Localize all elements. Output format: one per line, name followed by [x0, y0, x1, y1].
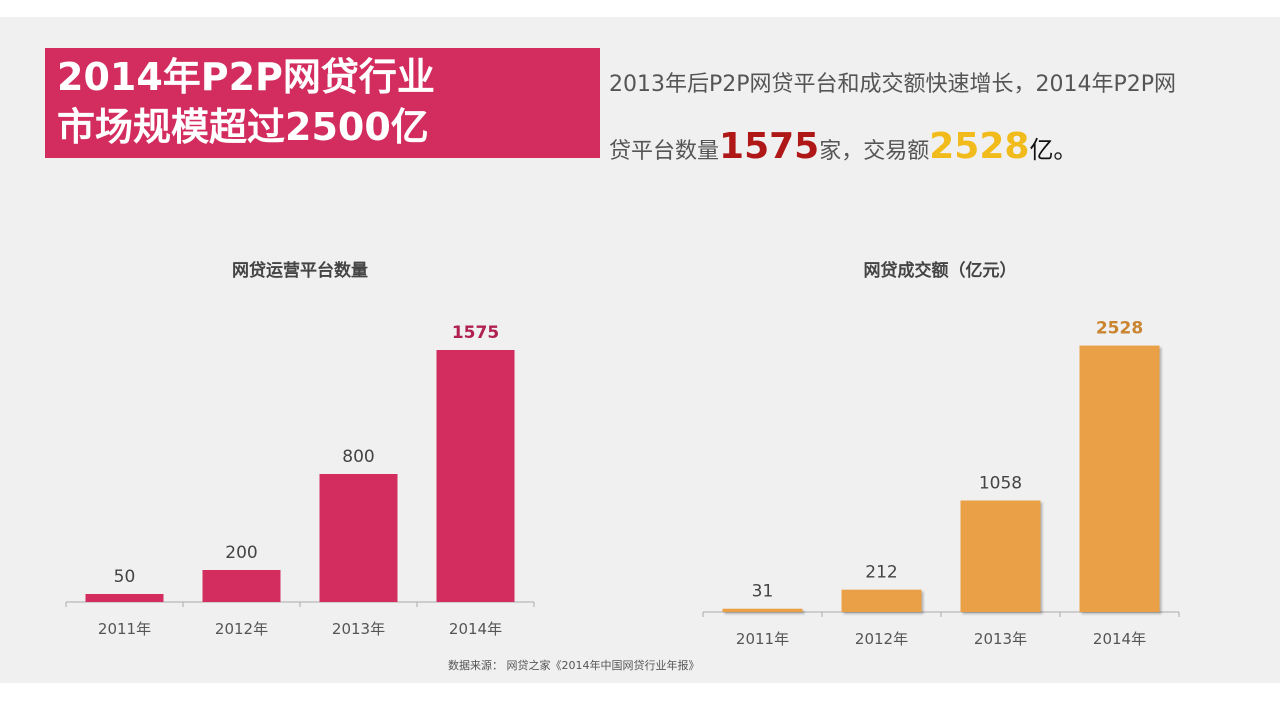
- category-tick-label: 2014年: [449, 620, 502, 638]
- chart-platform-count: 50 2011年 200 2012年 800 2013年 1575 2014年: [65, 323, 535, 638]
- category-tick-label: 2012年: [215, 620, 268, 638]
- category-tick-label: 2012年: [855, 630, 908, 648]
- summary-text: 2013年后P2P网贷平台和成交额快速增长，2014年P2P网 贷平台数量157…: [609, 54, 1259, 183]
- bar-2014年: [436, 350, 515, 602]
- category-tick-label: 2011年: [736, 630, 789, 648]
- value-label: 1575: [452, 323, 499, 343]
- chart-2-title: 网贷成交额（亿元）: [863, 261, 1017, 281]
- summary-prefix: 贷平台数量: [609, 139, 720, 164]
- category-tick-label: 2011年: [98, 620, 151, 638]
- category-tick-label: 2013年: [974, 630, 1027, 648]
- value-label: 2528: [1096, 319, 1143, 339]
- summary-line-1: 2013年后P2P网贷平台和成交额快速增长，2014年P2P网: [609, 72, 1177, 97]
- platform-count-highlight: 1575: [719, 126, 820, 167]
- category-tick-label: 2014年: [1093, 630, 1146, 648]
- chart-1-title: 网贷运营平台数量: [232, 261, 368, 281]
- category-tick-label: 2013年: [332, 620, 385, 638]
- bar-2013年: [960, 500, 1041, 612]
- summary-suffix: 亿。: [1029, 136, 1078, 164]
- bar-2013年: [319, 474, 398, 602]
- chart-transaction-volume: 31 2011年 212 2012年 1058 2013年 2528 2014年: [702, 319, 1180, 648]
- value-label: 50: [114, 567, 136, 587]
- bar-2012年: [841, 589, 922, 612]
- value-label: 1058: [979, 474, 1022, 494]
- bar-2014年: [1079, 345, 1160, 612]
- bar-2011年: [722, 608, 803, 612]
- value-label: 31: [752, 582, 774, 602]
- value-label: 200: [225, 543, 257, 563]
- value-label: 800: [342, 447, 374, 467]
- title-banner: 2014年P2P网贷行业 市场规模超过2500亿: [45, 48, 600, 158]
- title-line-1: 2014年P2P网贷行业: [57, 55, 435, 99]
- summary-line-2: 贷平台数量1575家，交易额2528亿。: [609, 126, 1078, 167]
- bar-2012年: [202, 570, 281, 602]
- value-label: 212: [865, 563, 897, 583]
- data-source-note: 数据来源： 网贷之家《2014年中国网贷行业年报》: [448, 659, 700, 672]
- summary-mid: 家，交易额: [819, 139, 930, 164]
- bar-2011年: [85, 594, 164, 602]
- volume-highlight: 2528: [929, 126, 1030, 167]
- title-line-2: 市场规模超过2500亿: [57, 105, 429, 149]
